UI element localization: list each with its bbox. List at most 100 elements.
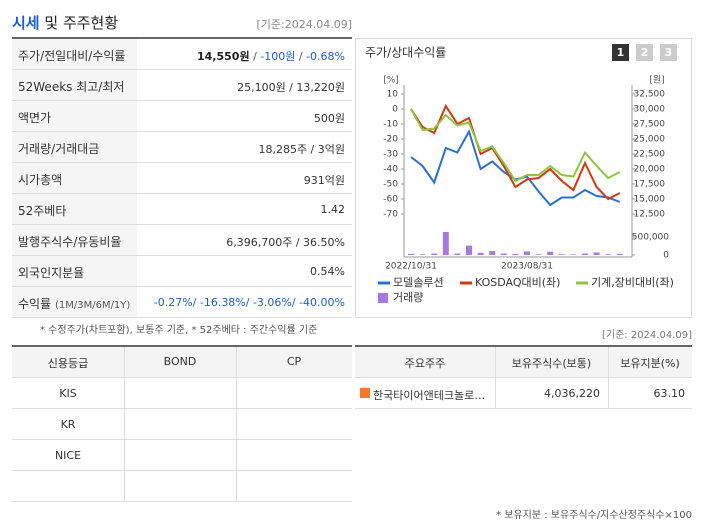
row-line — [137, 256, 352, 287]
y-tick-label: -40 — [383, 165, 398, 175]
cell — [124, 440, 236, 471]
shareholder-name[interactable]: 한국타이어앤테크놀로… — [373, 389, 486, 402]
panel-border — [355, 38, 692, 318]
value-part: -0.68% — [306, 50, 345, 63]
row-line — [137, 194, 352, 225]
cell — [495, 378, 608, 409]
header-text: 신용등급 — [47, 357, 89, 370]
label-cell — [12, 163, 137, 194]
value-part: 18,285주 / 3억원 — [258, 143, 345, 156]
row-value: 25,100원 / 13,220원 — [140, 79, 345, 95]
cell — [12, 471, 124, 502]
y3-tick-label: 500,000 — [632, 233, 669, 243]
volume-bar — [582, 253, 588, 255]
expand-icon[interactable] — [360, 388, 370, 398]
volume-bar — [466, 245, 472, 255]
legend-label: 거래량 — [393, 291, 423, 304]
cell — [12, 409, 124, 440]
y2-tick-label: 22,500 — [634, 150, 666, 160]
volume-bar — [408, 253, 414, 255]
legend-label: KOSDAQ대비(좌) — [475, 276, 560, 289]
label-text: 발행주식수/유동비율 — [18, 235, 122, 249]
cell — [355, 378, 495, 409]
legend-label: 기계,장비대비(좌) — [591, 276, 674, 289]
period-button-label[interactable]: 3 — [665, 46, 673, 59]
period-button[interactable] — [660, 44, 677, 61]
cell — [236, 440, 352, 471]
header-cell — [236, 347, 352, 378]
label-text: 52Weeks 최고/최저 — [18, 80, 125, 94]
volume-bar — [616, 253, 623, 255]
period-button[interactable] — [612, 44, 629, 61]
label-text: 주가/전일대비/수익률 — [18, 49, 126, 63]
title-highlight: 시세 — [12, 14, 40, 32]
label-cell — [12, 70, 137, 101]
volume-bar — [512, 253, 519, 255]
volume-bar — [570, 254, 577, 255]
value-part: 6,396,700주 / 36.50% — [226, 236, 345, 249]
value-part: -100원 — [260, 50, 296, 63]
value-part: 0.54% — [310, 265, 345, 278]
period-button-label[interactable]: 1 — [617, 46, 625, 59]
row-line — [137, 101, 352, 132]
y-tick-label: 0 — [392, 105, 398, 115]
row-value: 14,550원 / -100원 / -0.68% — [140, 48, 345, 64]
header-text: 주요주주 — [404, 357, 446, 370]
row-label: 52Weeks 최고/최저 — [18, 78, 124, 95]
y2-tick-label: 15,000 — [634, 195, 666, 205]
volume-bar — [558, 254, 565, 255]
volume-bar — [477, 252, 484, 255]
row-line — [137, 39, 352, 70]
y-tick-label: -60 — [383, 195, 398, 205]
cell — [124, 409, 236, 440]
x-tick-label: 2023/08/31 — [501, 262, 553, 272]
cell — [124, 471, 236, 502]
row-value: 0.54% — [140, 265, 345, 278]
y-tick-label: -70 — [383, 210, 398, 220]
value-part: / — [249, 50, 261, 63]
row-value: 6,396,700주 / 36.50% — [140, 234, 345, 250]
y-axis-unit: [%] — [383, 76, 399, 86]
value-part: 931억원 — [303, 174, 345, 187]
row-value: 18,285주 / 3억원 — [140, 141, 345, 157]
y2-tick-label: 25,000 — [634, 135, 666, 145]
label-cell — [12, 194, 137, 225]
cell — [12, 440, 124, 471]
cell — [608, 378, 692, 409]
footer-note: * 보유지분 : 보유주식수/지수산정주식수×100 — [496, 510, 692, 521]
volume-bar — [489, 251, 496, 255]
volume-bar — [547, 251, 554, 255]
row-line — [137, 70, 352, 101]
period-button[interactable] — [636, 44, 653, 61]
label-cell — [12, 256, 137, 287]
label-cell — [12, 225, 137, 256]
y-tick-label: -50 — [383, 180, 398, 190]
agency-name: KIS — [59, 387, 77, 400]
row-value: 500원 — [140, 110, 345, 126]
row-line — [137, 225, 352, 256]
period-button-label[interactable]: 2 — [641, 46, 649, 59]
chart: 주가/상대수익률 1 2 3 [%] [원] 10 0 -10 -20 -30 -40 -50 -60 -7… — [355, 38, 692, 318]
table-top-border — [355, 345, 692, 347]
row-label: 거래량/거래대금 — [18, 140, 99, 157]
y2-tick-label: 20,000 — [634, 165, 666, 175]
y-tick-label: -30 — [383, 150, 398, 160]
volume-bar — [442, 231, 449, 255]
header-title: 시세 및 주주현황 — [12, 12, 118, 33]
x-tick-label: 2022/10/31 — [385, 262, 437, 272]
agency-name: NICE — [54, 449, 82, 462]
value-part: -0.27%/ -16.38%/ -3.06%/ -40.00% — [153, 296, 345, 309]
cell — [236, 378, 352, 409]
title-rest: 및 주주현황 — [44, 14, 119, 32]
y-tick-label: 10 — [387, 90, 399, 100]
header-cell — [124, 347, 236, 378]
row-label: 52주베타 — [18, 202, 66, 219]
chart-title: 주가/상대수익률 — [365, 46, 446, 60]
shareholder-shares: 4,036,220 — [544, 387, 600, 400]
y-tick-label: -20 — [383, 135, 398, 145]
volume-bar — [500, 253, 507, 255]
header-text: 보유주식수(보통) — [511, 357, 592, 370]
volume-bar — [593, 252, 600, 255]
note-basis: * 수정주가(차트포함), 보통주 기준, * 52주베타 : 주간수익률 기준 — [40, 325, 318, 336]
